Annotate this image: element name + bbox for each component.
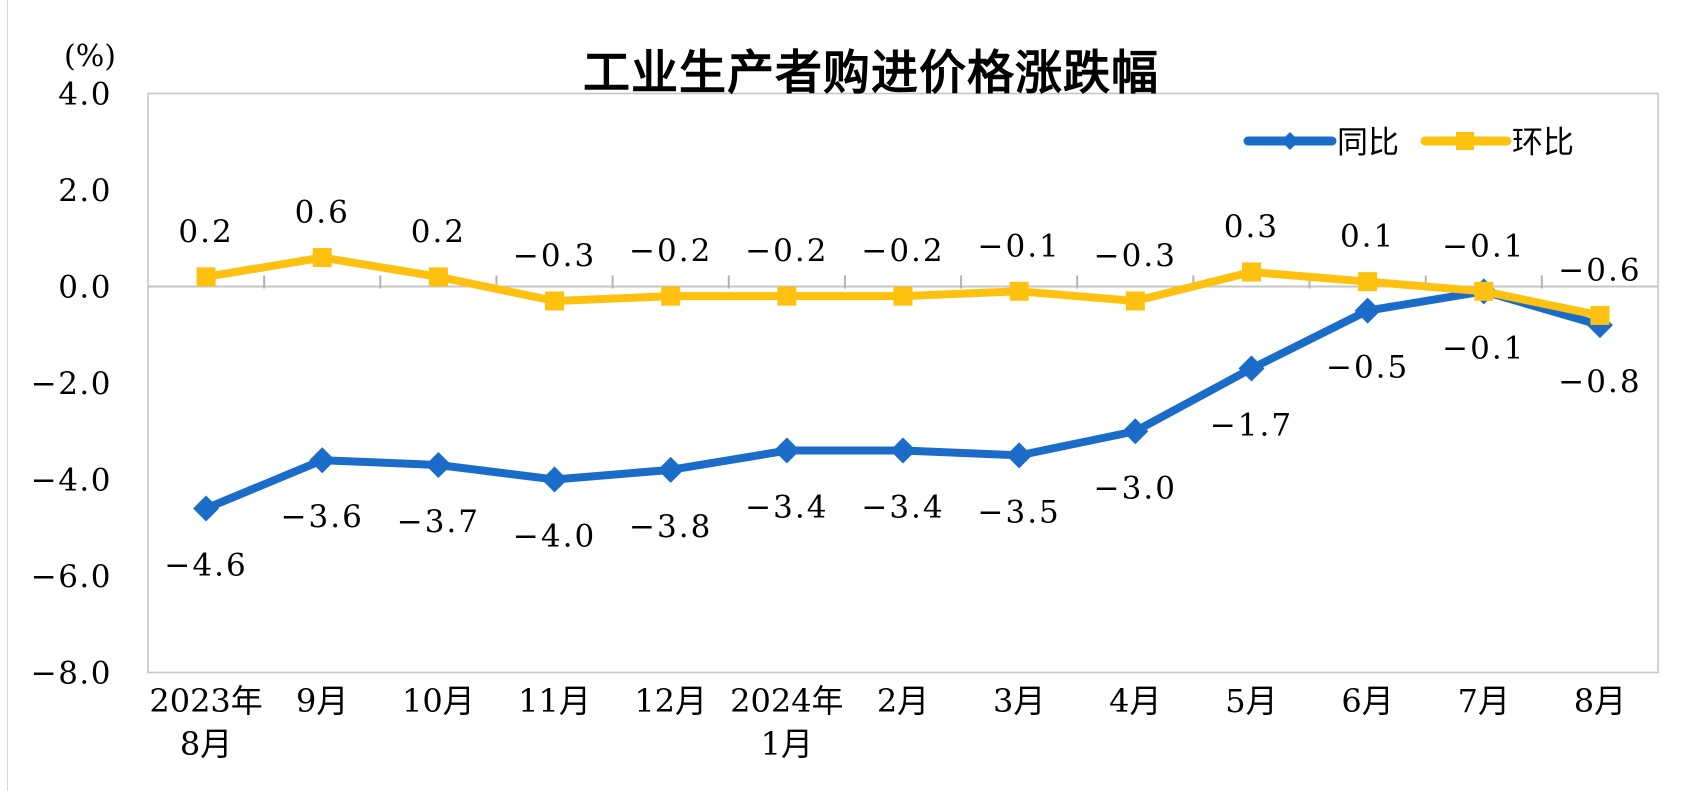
data-point-marker [1241, 262, 1261, 282]
data-point-marker [428, 267, 448, 287]
data-point-marker [1125, 291, 1145, 311]
data-label: −3.6 [281, 499, 364, 535]
data-point-marker [1238, 355, 1265, 382]
data-point-marker [545, 291, 565, 311]
data-label: −3.5 [978, 494, 1061, 530]
x-axis-label: 7月 [1458, 682, 1510, 720]
x-axis-label: 8月 [180, 725, 232, 763]
x-axis-label: 3月 [993, 682, 1045, 720]
data-point-marker [193, 495, 220, 522]
data-point-marker [541, 466, 568, 493]
data-point-marker [890, 437, 916, 464]
page-left-border [7, 0, 8, 791]
data-point-marker [196, 267, 216, 287]
data-label: −0.2 [861, 233, 944, 269]
data-label: 0.2 [411, 214, 466, 250]
x-axis-label: 9月 [296, 682, 348, 720]
x-axis-label: 1月 [761, 725, 813, 763]
data-point-marker [1354, 297, 1381, 324]
data-label: −3.8 [629, 509, 712, 545]
data-label: −0.2 [629, 233, 712, 269]
y-axis-label: −2.0 [31, 366, 112, 402]
data-label: 0.2 [178, 214, 233, 250]
data-label: −4.0 [513, 519, 596, 555]
data-label: −0.1 [1442, 330, 1525, 366]
data-label: 0.1 [1340, 219, 1395, 255]
x-axis-label: 2023年 [149, 682, 262, 720]
data-point-marker [1122, 418, 1149, 445]
plot-border [147, 92, 1659, 674]
x-axis-label: 6月 [1341, 682, 1393, 720]
legend-label: 环比 [1512, 125, 1574, 160]
data-label: −0.2 [745, 233, 828, 269]
y-axis-unit-label: (%) [64, 39, 116, 74]
data-label: −4.6 [164, 547, 247, 583]
data-point-marker [657, 456, 684, 483]
x-axis-label: 11月 [518, 682, 591, 720]
data-label: −0.3 [513, 238, 596, 274]
series-环比: 0.2 0.6 0.2 −0.3 −0.2 −0.2 −0.2 −0.1 −0.3 0.3 0.1 −… [178, 195, 1641, 325]
data-point-marker [312, 248, 332, 268]
x-axis-label: 4月 [1109, 682, 1161, 720]
data-label: −0.3 [1094, 238, 1177, 274]
y-axis-label: −4.0 [31, 463, 112, 499]
data-point-marker [1358, 272, 1378, 292]
data-point-marker [1006, 442, 1033, 469]
data-label: 0.6 [295, 195, 350, 231]
data-point-marker [661, 286, 681, 306]
x-axis-label: 12月 [634, 682, 707, 720]
data-label: −0.1 [978, 228, 1061, 264]
y-axis-label: 4.0 [58, 77, 112, 113]
series-同比: −4.6 −3.6 −3.7 −4.0 −3.8 −3.4 −3.4 −3.5 −3.0 −1.7… [164, 278, 1641, 583]
x-axis-label: 10月 [402, 682, 475, 720]
data-label: −3.4 [861, 490, 944, 526]
chart-title: 工业生产者购进价格涨跌幅 [583, 46, 1159, 99]
x-axis-label: 2024年 [730, 682, 843, 720]
y-axis-label: −8.0 [31, 656, 112, 692]
legend-swatch-marker [1456, 132, 1474, 150]
data-label: −0.5 [1326, 350, 1409, 386]
data-label: −0.6 [1558, 252, 1641, 288]
data-label: −0.8 [1558, 364, 1641, 400]
data-label: −3.7 [397, 504, 480, 540]
data-point-marker [1590, 305, 1610, 325]
x-axis-label: 5月 [1225, 682, 1277, 720]
data-label: −1.7 [1210, 408, 1293, 444]
data-point-marker [425, 452, 452, 479]
data-point-marker [777, 286, 797, 306]
y-axis-label: 0.0 [58, 270, 112, 306]
legend-label: 同比 [1337, 125, 1399, 160]
data-point-marker [1009, 281, 1029, 301]
y-axis-label: −6.0 [31, 559, 112, 595]
data-label: −3.4 [745, 490, 828, 526]
data-point-marker [1474, 281, 1494, 301]
legend: 同比 环比 [1243, 125, 1574, 160]
x-axis-label: 2月 [877, 682, 929, 720]
data-label: −0.1 [1442, 228, 1525, 264]
data-point-marker [309, 447, 336, 474]
data-point-marker [773, 437, 800, 464]
x-axis-label: 8月 [1574, 682, 1626, 720]
legend-swatch-marker [1281, 132, 1299, 150]
y-axis-label: 2.0 [58, 173, 112, 209]
data-point-marker [893, 286, 913, 306]
series-line-同比 [202, 287, 1604, 513]
data-label: 0.3 [1224, 209, 1279, 245]
data-label: −3.0 [1094, 470, 1177, 506]
